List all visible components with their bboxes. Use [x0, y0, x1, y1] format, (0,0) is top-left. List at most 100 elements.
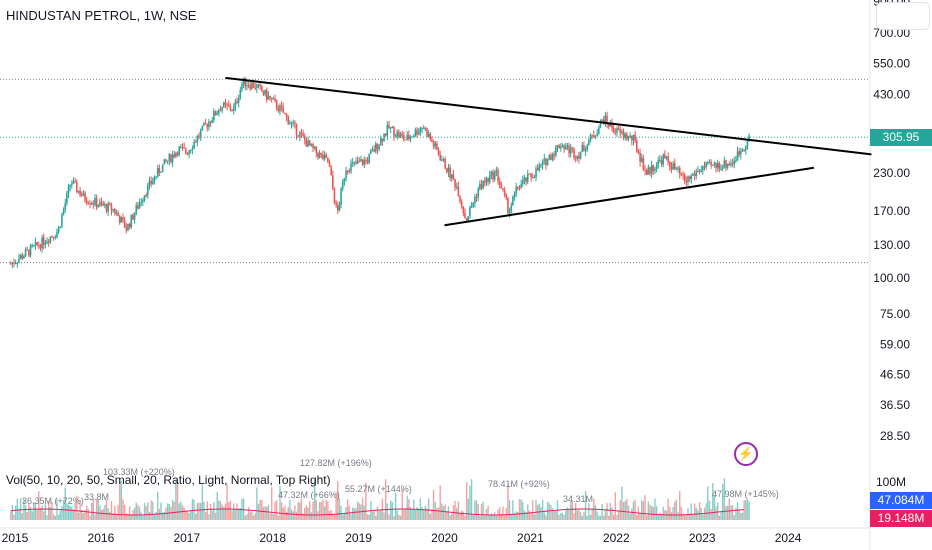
volume-bar [252, 515, 255, 520]
volume-bar [388, 514, 390, 520]
volume-bar [603, 515, 605, 520]
volume-bar [266, 506, 268, 520]
volume-bar [328, 511, 331, 520]
candle-body [320, 153, 323, 155]
volume-bar [271, 487, 273, 520]
candle-body [178, 146, 181, 156]
volume-bar [128, 506, 131, 520]
candle-body [586, 144, 589, 150]
candle-body [51, 236, 53, 238]
candle-body [336, 205, 339, 211]
candle-body [716, 163, 719, 168]
candle-body [168, 154, 171, 161]
volume-bar [223, 506, 225, 520]
volume-bar [342, 514, 344, 520]
volume-bar [353, 508, 356, 520]
candle-body [194, 141, 197, 143]
volume-bar [158, 508, 161, 520]
price-tick-label: 230.00 [873, 166, 910, 180]
candle-body [442, 158, 445, 161]
candle-body [325, 155, 328, 158]
candle-body [338, 204, 341, 211]
candle-body [19, 255, 22, 259]
volume-bar [299, 502, 301, 520]
volume-bar [130, 514, 132, 520]
volume-bar [510, 513, 512, 520]
candle-body [104, 204, 106, 206]
volume-annotations: 103.33M (+220%) 127.82M (+196%) 78.41M (+9… [22, 458, 779, 506]
volume-bar [302, 513, 304, 520]
volume-bar [456, 507, 458, 520]
volume-bar [436, 508, 438, 520]
candle-body [270, 97, 273, 99]
volume-bar [480, 504, 483, 520]
volume-bar [517, 511, 519, 520]
volume-bar [295, 511, 298, 520]
candle-body [393, 126, 395, 137]
candle-body [522, 180, 524, 185]
volume-bar [558, 514, 560, 520]
volume-bar [213, 502, 215, 520]
candle-body [675, 168, 678, 170]
volume-bar [616, 514, 618, 520]
lightning-icon[interactable]: ⚡ [734, 442, 758, 466]
candle-body [153, 176, 156, 182]
candle-body [21, 255, 24, 259]
candle-body [411, 136, 413, 138]
volume-bar [218, 500, 220, 520]
candle-body [11, 262, 14, 264]
candle-body [289, 123, 291, 125]
volume-bar [462, 511, 465, 520]
volume-bar [297, 502, 299, 520]
volume-bar [49, 507, 52, 520]
candle-body [277, 108, 280, 112]
volume-bar [307, 507, 309, 520]
candle-body [64, 203, 67, 210]
volume-bar [697, 510, 699, 520]
candle-body [596, 133, 598, 137]
candle-body [498, 181, 501, 185]
volume-bar [418, 509, 420, 520]
candle-body [731, 163, 734, 165]
volume-bar [244, 515, 246, 520]
volume-bar [313, 479, 316, 520]
volume-indicator-label[interactable]: Vol(50, 10, 20, 50, Small, 20, Ratio, Li… [6, 473, 331, 487]
candle-body [640, 158, 643, 162]
volume-bar [140, 512, 142, 520]
volume-bar [708, 500, 711, 520]
candle-body [743, 149, 745, 151]
candle-body [269, 95, 271, 98]
candle-body [594, 136, 597, 138]
volume-bar [44, 504, 47, 520]
volume-bar [413, 499, 415, 520]
volume-bar [459, 513, 461, 520]
volume-bar [565, 510, 567, 520]
volume-bar [135, 502, 137, 520]
volume-bar [426, 508, 428, 520]
volume-bar [641, 500, 643, 520]
candle-body [115, 212, 118, 214]
volume-bar [612, 514, 615, 520]
volume-bar [292, 511, 294, 520]
candle-body [14, 262, 17, 264]
candle-body [720, 168, 722, 170]
volume-bar [631, 508, 633, 520]
volume-bar [518, 499, 521, 520]
candle-body [711, 164, 714, 166]
volume-bar [447, 506, 450, 520]
candle-body [189, 149, 192, 151]
candle-body [378, 145, 380, 150]
candle-body [41, 237, 43, 249]
chart-options-button[interactable] [876, 2, 930, 30]
candle-body [327, 157, 329, 163]
candle-body [295, 123, 298, 136]
volume-bar [683, 515, 686, 520]
volume-bar [515, 511, 517, 520]
candle-body [66, 193, 68, 204]
volume-bar [745, 500, 747, 520]
volume-bar [583, 511, 585, 520]
volume-bar [571, 501, 574, 520]
volume-bar [525, 512, 527, 520]
candle-body [47, 241, 50, 243]
